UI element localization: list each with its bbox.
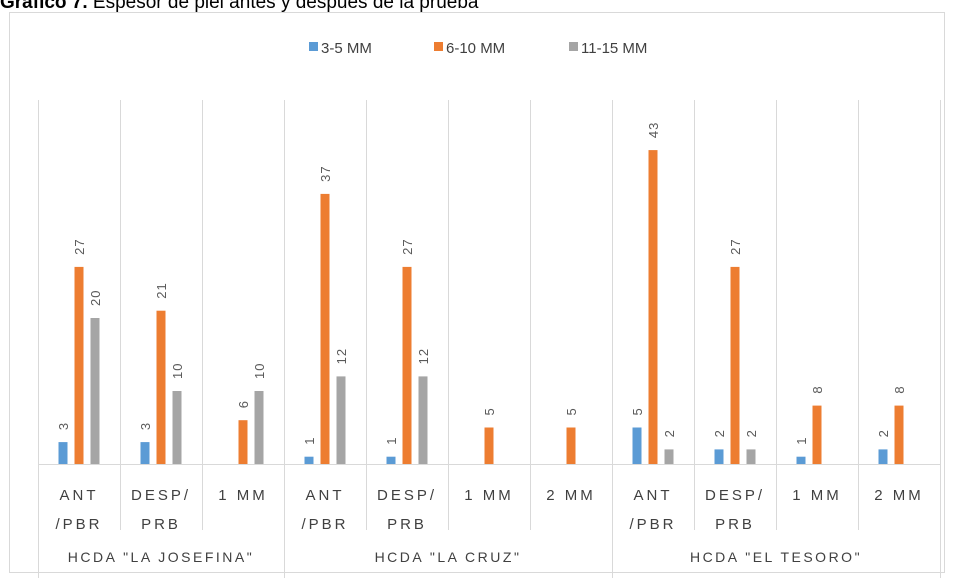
data-label: 27 (728, 238, 743, 254)
data-label: 2 (876, 429, 891, 437)
bar-11-15mm-7 (664, 449, 674, 464)
data-label: 1 (384, 436, 399, 444)
group-labels: HCDA "LA JOSEFINA" HCDA "LA CRUZ" HCDA "EL… (68, 549, 862, 565)
category-label: 1 MM (218, 487, 268, 504)
caption-text: Espesor de piel antes y después de la pr… (87, 0, 479, 13)
bar-6-10mm-10 (894, 405, 904, 464)
data-label: 20 (88, 290, 103, 306)
bar-6-10mm-9 (812, 405, 822, 464)
group-label: HCDA "EL TESORO" (690, 549, 862, 565)
data-label: 21 (154, 282, 169, 298)
data-label: 1 (794, 436, 809, 444)
data-label: 2 (744, 429, 759, 437)
data-label: 37 (318, 165, 333, 181)
data-label: 2 (712, 429, 727, 437)
legend-swatch (434, 42, 443, 51)
chart-caption: Gráfico 7. Espesor de piel antes y despu… (0, 0, 478, 14)
data-label: 12 (334, 348, 349, 364)
bar-6-10mm-4 (402, 266, 412, 464)
bar-6-10mm-0 (74, 266, 84, 464)
bar-3-5mm-4 (386, 456, 396, 464)
data-label: 5 (630, 407, 645, 415)
bar-3-5mm-7 (632, 427, 642, 464)
bar-6-10mm-1 (156, 310, 166, 464)
category-label: PRB (141, 516, 181, 533)
caption-number: Gráfico 7. (0, 0, 88, 13)
bar-6-10mm-3 (320, 193, 330, 464)
data-label: 43 (646, 122, 661, 138)
bar-3-5mm-1 (140, 442, 150, 464)
bar-11-15mm-4 (418, 376, 428, 464)
data-label: 10 (170, 363, 185, 379)
data-label: 27 (400, 238, 415, 254)
category-label: 2 MM (546, 487, 596, 504)
data-label: 2 (662, 429, 677, 437)
category-label: /PBR (55, 516, 102, 533)
bars (58, 150, 904, 464)
bar-3-5mm-8 (714, 449, 724, 464)
category-label: ANT (634, 487, 673, 504)
bar-11-15mm-1 (172, 391, 182, 464)
legend-label: 3-5 MM (321, 40, 372, 57)
category-label: PRB (715, 516, 755, 533)
category-label: ANT (60, 487, 99, 504)
bar-6-10mm-8 (730, 266, 740, 464)
category-label: PRB (387, 516, 427, 533)
chart-frame (9, 12, 945, 573)
data-label: 3 (56, 422, 71, 430)
bar-6-10mm-2 (238, 420, 248, 464)
bar-6-10mm-6 (566, 427, 576, 464)
data-label: 12 (416, 348, 431, 364)
group-label: HCDA "LA CRUZ" (375, 549, 522, 565)
category-label: 1 MM (792, 487, 842, 504)
data-label: 10 (252, 363, 267, 379)
legend-swatch (569, 42, 578, 51)
category-label: /PBR (301, 516, 348, 533)
bar-6-10mm-7 (648, 150, 658, 464)
category-label: DESP/ (705, 487, 765, 504)
category-label: ANT (306, 487, 345, 504)
legend-swatch (309, 42, 318, 51)
category-dividers (38, 100, 941, 578)
bar-11-15mm-8 (746, 449, 756, 464)
group-label: HCDA "LA JOSEFINA" (68, 549, 254, 565)
data-label: 1 (302, 436, 317, 444)
category-label: DESP/ (131, 487, 191, 504)
data-label: 27 (72, 238, 87, 254)
bar-3-5mm-3 (304, 456, 314, 464)
bar-6-10mm-5 (484, 427, 494, 464)
legend-label: 11-15 MM (581, 40, 647, 57)
bar-3-5mm-10 (878, 449, 888, 464)
data-label: 5 (482, 407, 497, 415)
category-label: 1 MM (464, 487, 514, 504)
category-labels: ANT/PBR DESP/PRB 1 MM ANT/PBR DESP/PRB 1 MM 2 … (55, 487, 924, 533)
bar-3-5mm-9 (796, 456, 806, 464)
bar-3-5mm-0 (58, 442, 68, 464)
category-label: DESP/ (377, 487, 437, 504)
bar-11-15mm-0 (90, 318, 100, 464)
data-label: 8 (810, 385, 825, 393)
legend: 3-5 MM 6-10 MM 11-15 MM (309, 40, 647, 57)
data-label: 5 (564, 407, 579, 415)
bar-11-15mm-3 (336, 376, 346, 464)
category-label: /PBR (629, 516, 676, 533)
data-label: 8 (892, 385, 907, 393)
legend-label: 6-10 MM (446, 40, 505, 57)
data-label: 6 (236, 400, 251, 408)
bar-11-15mm-2 (254, 391, 264, 464)
category-label: 2 MM (874, 487, 924, 504)
data-label: 3 (138, 422, 153, 430)
